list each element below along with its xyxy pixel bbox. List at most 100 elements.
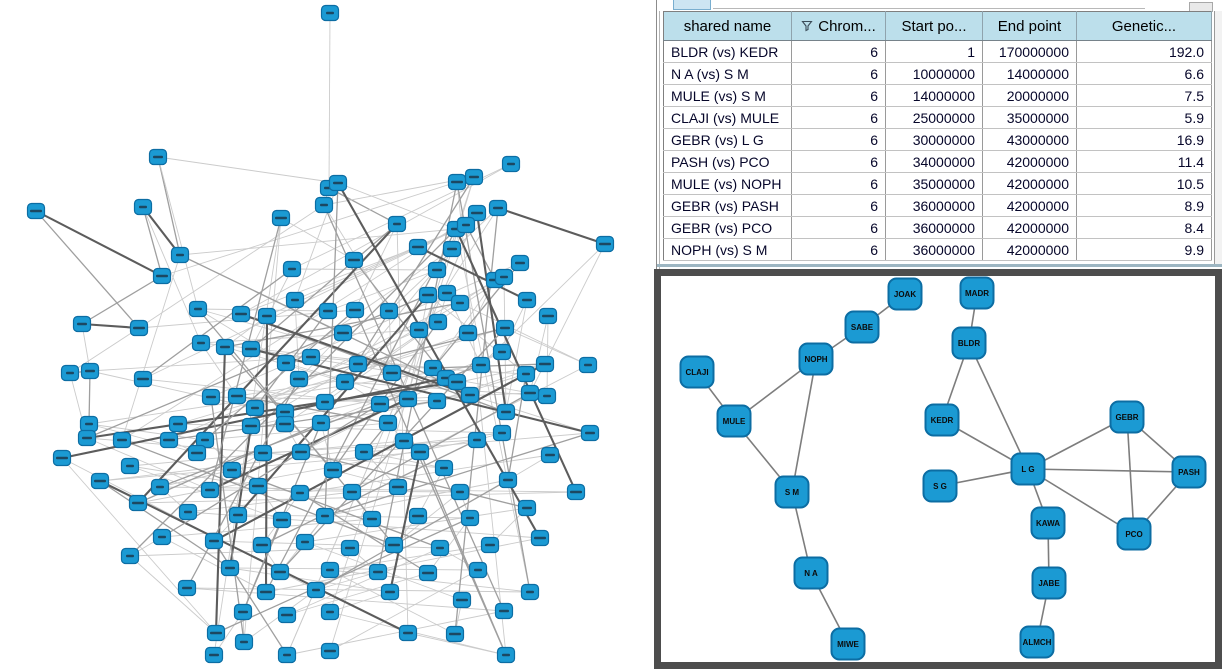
- cell-value[interactable]: 14000000: [982, 62, 1077, 85]
- network-node-kedr[interactable]: [924, 403, 960, 437]
- cell-value[interactable]: 42000000: [982, 150, 1077, 173]
- cell-value[interactable]: 36000000: [885, 216, 983, 239]
- network-node-claji[interactable]: [679, 355, 715, 389]
- cell-value[interactable]: 14000000: [885, 84, 983, 107]
- cell-shared-name[interactable]: BLDR (vs) KEDR: [663, 40, 792, 63]
- node-label: [117, 438, 127, 442]
- table-row[interactable]: N A (vs) S M 6 10000000 14000000 6.6: [663, 62, 1212, 85]
- network-node-almch[interactable]: [1019, 625, 1055, 659]
- cell-value[interactable]: 30000000: [885, 128, 983, 151]
- filter-funnel-icon[interactable]: [801, 20, 813, 32]
- table-row[interactable]: NOPH (vs) S M 6 36000000 42000000 9.9: [663, 238, 1212, 261]
- network-edge[interactable]: [1027, 468, 1135, 535]
- cell-value[interactable]: 35000000: [982, 106, 1077, 129]
- cell-value[interactable]: 6: [791, 40, 886, 63]
- cell-value[interactable]: 43000000: [982, 128, 1077, 151]
- cell-value[interactable]: 6: [791, 106, 886, 129]
- column-header-chrom---[interactable]: Chrom...: [791, 11, 886, 41]
- cell-value[interactable]: 35000000: [885, 172, 983, 195]
- cell-shared-name[interactable]: MULE (vs) NOPH: [663, 172, 792, 195]
- overview-network-canvas[interactable]: [0, 0, 654, 669]
- table-row[interactable]: PASH (vs) PCO 6 34000000 42000000 11.4: [663, 150, 1212, 173]
- table-row[interactable]: CLAJI (vs) MULE 6 25000000 35000000 5.9: [663, 106, 1212, 129]
- cell-value[interactable]: 42000000: [982, 172, 1077, 195]
- column-header-shared-name[interactable]: shared name: [663, 11, 792, 41]
- cell-shared-name[interactable]: NOPH (vs) S M: [663, 238, 792, 261]
- network-node-madr[interactable]: [959, 276, 995, 310]
- network-node-noph[interactable]: [798, 342, 834, 376]
- detail-network-canvas[interactable]: JOAK SABE NOPH CLAJI MULE S M N A MIWE MADR BLDR K…: [661, 276, 1215, 662]
- cell-value[interactable]: 8.9: [1076, 194, 1212, 217]
- network-node-joak[interactable]: [887, 277, 923, 311]
- network-edge[interactable]: [1126, 416, 1135, 535]
- table-scrollbar[interactable]: [1214, 11, 1222, 264]
- network-node-jabe[interactable]: [1031, 566, 1067, 600]
- cell-value[interactable]: 34000000: [885, 150, 983, 173]
- network-node-sabe[interactable]: [844, 310, 880, 344]
- node-label: [385, 309, 393, 313]
- cell-value[interactable]: 36000000: [885, 194, 983, 217]
- cell-value[interactable]: 1: [885, 40, 983, 63]
- overview-network-panel[interactable]: [0, 0, 654, 669]
- network-node-bldr[interactable]: [951, 326, 987, 360]
- cell-value[interactable]: 42000000: [982, 216, 1077, 239]
- table-tab[interactable]: [673, 0, 711, 10]
- cell-value[interactable]: 6: [791, 172, 886, 195]
- network-node-kawa[interactable]: [1030, 506, 1066, 540]
- cell-value[interactable]: 9.9: [1076, 238, 1212, 261]
- cell-value[interactable]: 6: [791, 194, 886, 217]
- column-header-start-po---[interactable]: Start po...: [885, 11, 983, 41]
- network-edge[interactable]: [791, 358, 817, 493]
- network-node-lg[interactable]: [1010, 452, 1046, 486]
- network-node-miwe[interactable]: [830, 627, 866, 661]
- cell-value[interactable]: 10.5: [1076, 172, 1212, 195]
- cell-value[interactable]: 6: [791, 150, 886, 173]
- network-node-pash[interactable]: [1171, 455, 1207, 489]
- network-node-sm[interactable]: [774, 475, 810, 509]
- table-row[interactable]: GEBR (vs) PCO 6 36000000 42000000 8.4: [663, 216, 1212, 239]
- cell-value[interactable]: 42000000: [982, 238, 1077, 261]
- cell-value[interactable]: 20000000: [982, 84, 1077, 107]
- cell-shared-name[interactable]: PASH (vs) PCO: [663, 150, 792, 173]
- detail-network-panel[interactable]: JOAK SABE NOPH CLAJI MULE S M N A MIWE MADR BLDR K…: [654, 269, 1222, 669]
- cell-value[interactable]: 10000000: [885, 62, 983, 85]
- cell-shared-name[interactable]: CLAJI (vs) MULE: [663, 106, 792, 129]
- cell-value[interactable]: 25000000: [885, 106, 983, 129]
- cell-shared-name[interactable]: GEBR (vs) L G: [663, 128, 792, 151]
- cell-value[interactable]: 170000000: [982, 40, 1077, 63]
- cell-shared-name[interactable]: MULE (vs) S M: [663, 84, 792, 107]
- network-edge[interactable]: [968, 342, 1029, 470]
- cell-value[interactable]: 8.4: [1076, 216, 1212, 239]
- cell-value[interactable]: 16.9: [1076, 128, 1212, 151]
- network-node-mule[interactable]: [716, 404, 752, 438]
- cell-shared-name[interactable]: N A (vs) S M: [663, 62, 792, 85]
- network-node-gebr[interactable]: [1109, 400, 1145, 434]
- node-label: KEDR: [931, 416, 954, 425]
- network-node-pco[interactable]: [1116, 517, 1152, 551]
- table-row[interactable]: MULE (vs) S M 6 14000000 20000000 7.5: [663, 84, 1212, 107]
- network-edge[interactable]: [1027, 468, 1190, 473]
- network-node-sg[interactable]: [922, 469, 958, 503]
- cell-value[interactable]: 6: [791, 216, 886, 239]
- cell-value[interactable]: 6: [791, 62, 886, 85]
- table-row[interactable]: BLDR (vs) KEDR 6 1 170000000 192.0: [663, 40, 1212, 63]
- table-row[interactable]: GEBR (vs) PASH 6 36000000 42000000 8.9: [663, 194, 1212, 217]
- cell-value[interactable]: 6: [791, 238, 886, 261]
- cell-shared-name[interactable]: GEBR (vs) PASH: [663, 194, 792, 217]
- cell-value[interactable]: 6: [791, 128, 886, 151]
- cell-value[interactable]: 5.9: [1076, 106, 1212, 129]
- table-row[interactable]: MULE (vs) NOPH 6 35000000 42000000 10.5: [663, 172, 1212, 195]
- cell-value[interactable]: 7.5: [1076, 84, 1212, 107]
- cell-value[interactable]: 192.0: [1076, 40, 1212, 63]
- cell-shared-name[interactable]: GEBR (vs) PCO: [663, 216, 792, 239]
- table-row[interactable]: GEBR (vs) L G 6 30000000 43000000 16.9: [663, 128, 1212, 151]
- node-label: [456, 598, 468, 602]
- cell-value[interactable]: 6.6: [1076, 62, 1212, 85]
- cell-value[interactable]: 6: [791, 84, 886, 107]
- network-node-na[interactable]: [793, 556, 829, 590]
- cell-value[interactable]: 42000000: [982, 194, 1077, 217]
- cell-value[interactable]: 11.4: [1076, 150, 1212, 173]
- column-header-end-point[interactable]: End point: [982, 11, 1077, 41]
- column-header-genetic---[interactable]: Genetic...: [1076, 11, 1212, 41]
- cell-value[interactable]: 36000000: [885, 238, 983, 261]
